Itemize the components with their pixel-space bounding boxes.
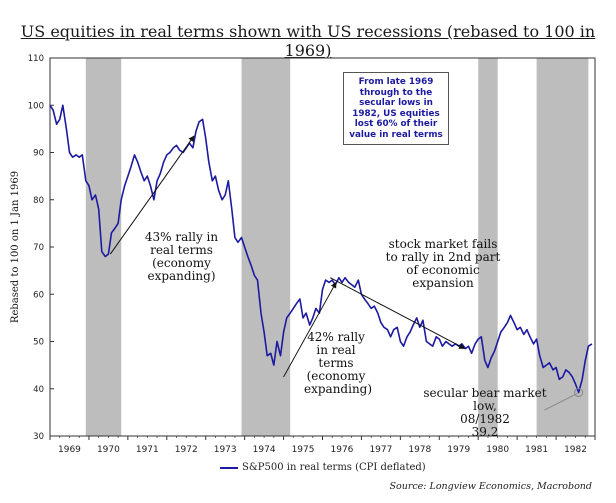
legend: S&P500 in real terms (CPI deflated) bbox=[220, 462, 426, 473]
annotation-rally-1: 43% rally in real terms (economy expandi… bbox=[134, 231, 229, 283]
x-tick-label: 1975 bbox=[292, 445, 315, 455]
annotation-line: real terms bbox=[150, 243, 213, 257]
annotation-line: (economy bbox=[306, 369, 366, 383]
y-tick-label: 60 bbox=[33, 290, 44, 300]
annotation-arrows bbox=[109, 135, 584, 411]
recession-band bbox=[536, 58, 589, 436]
annotation-line: in real bbox=[316, 343, 356, 357]
legend-swatch bbox=[220, 466, 238, 469]
x-tick-label: 1970 bbox=[97, 445, 120, 455]
annotation-line: 42% rally bbox=[307, 330, 365, 344]
annotation-arrow bbox=[330, 277, 466, 350]
axes: 30 40 50 60 70 80 90 100 110 1969 1970 1971 1972 1973… bbox=[28, 54, 596, 455]
low-marker bbox=[574, 388, 584, 398]
recession-band bbox=[241, 58, 291, 436]
annotation-line: expanding) bbox=[147, 269, 216, 283]
y-tick-label: 40 bbox=[33, 385, 44, 395]
x-tick-label: 1981 bbox=[525, 445, 548, 455]
annotation-secular-low: secular bear market low, 08/1982 39.2 bbox=[410, 387, 560, 439]
recession-bands bbox=[85, 58, 589, 436]
y-tick-label: 110 bbox=[28, 54, 44, 64]
x-tick-label: 1978 bbox=[408, 445, 431, 455]
annotation-line: 39.2 bbox=[471, 425, 499, 439]
annotation-line: stock market fails bbox=[388, 237, 498, 251]
x-tick-label: 1977 bbox=[369, 445, 392, 455]
annotation-rally-fails: stock market fails to rally in 2nd part … bbox=[373, 238, 513, 290]
annotation-line: of economic bbox=[406, 263, 480, 277]
y-tick-label: 50 bbox=[33, 338, 44, 348]
annotation-line: expansion bbox=[412, 276, 474, 290]
annotation-line: secular bear market low, bbox=[423, 386, 547, 413]
y-tick-label: 100 bbox=[28, 101, 44, 111]
x-tick-label: 1973 bbox=[214, 445, 237, 455]
annotation-line: (economy bbox=[152, 256, 211, 270]
series-line bbox=[49, 104, 593, 394]
annotation-line: 43% rally in bbox=[144, 230, 219, 244]
low-pointer-line bbox=[544, 393, 578, 411]
annotation-line: 08/1982 bbox=[460, 412, 510, 426]
y-tick-label: 90 bbox=[33, 149, 44, 159]
annotation-arrow bbox=[109, 135, 195, 255]
x-tick-label: 1971 bbox=[136, 445, 159, 455]
y-axis-label: Rebased to 100 on 1 Jan 1969 bbox=[10, 171, 21, 323]
series-lines bbox=[49, 104, 593, 394]
x-tick-label: 1982 bbox=[564, 445, 587, 455]
x-tick-label: 1979 bbox=[447, 445, 470, 455]
x-tick-label: 1972 bbox=[175, 445, 198, 455]
recession-band bbox=[478, 58, 498, 436]
x-tick-label: 1974 bbox=[253, 445, 276, 455]
source-note: Source: Longview Economics, Macrobond bbox=[389, 481, 592, 492]
annotation-line: expanding) bbox=[304, 382, 373, 396]
annotation-arrow bbox=[283, 281, 337, 378]
x-tick-label: 1980 bbox=[486, 445, 509, 455]
y-tick-label: 30 bbox=[33, 432, 44, 442]
annotation-line: terms bbox=[318, 356, 354, 370]
y-tick-label: 80 bbox=[33, 196, 44, 206]
annotation-rally-2: 42% rally in real terms (economy expandi… bbox=[304, 330, 373, 396]
x-tick-label: 1969 bbox=[58, 445, 81, 455]
y-tick-label: 70 bbox=[33, 243, 44, 253]
annotation-line: to rally in 2nd part bbox=[385, 250, 501, 264]
legend-entry: S&P500 in real terms (CPI deflated) bbox=[242, 462, 426, 473]
x-tick-label: 1976 bbox=[331, 445, 354, 455]
chart-title: US equities in real terms shown with US … bbox=[20, 22, 596, 60]
note-box: From late 1969 through to the secular lo… bbox=[343, 72, 449, 145]
